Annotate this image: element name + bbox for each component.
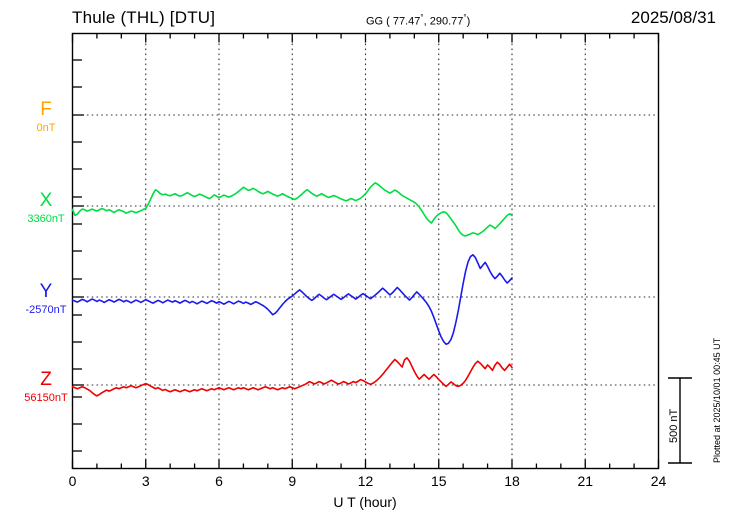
component-name-Y: Y — [39, 281, 53, 302]
data-traces — [71, 182, 513, 397]
x-tick-label-6: 6 — [215, 473, 223, 489]
x-tick-label-3: 3 — [141, 473, 150, 489]
x-tick-label-15: 15 — [430, 473, 447, 489]
y-axis-ticks — [72, 59, 84, 452]
page-title: Thule (THL) [DTU] — [72, 8, 216, 27]
component-label-Y: Y -2570nT — [14, 282, 78, 317]
component-value-Z: 56150nT — [24, 392, 68, 404]
trace-Z — [71, 357, 513, 397]
trace-Y — [71, 254, 513, 346]
observation-date: 2025/08/31 — [630, 8, 716, 27]
component-label-X: X 3360nT — [18, 191, 74, 226]
component-baselines — [72, 114, 659, 386]
component-value-X: 3360nT — [27, 213, 65, 225]
component-label-Z: Z 56150nT — [14, 370, 78, 405]
vertical-gridlines — [145, 33, 586, 469]
trace-X — [71, 182, 513, 237]
x-tick-label-0: 0 — [68, 473, 77, 489]
degree-symbol-lon: ° — [463, 13, 467, 22]
x-tick-label-18: 18 — [504, 473, 520, 489]
component-name-Z: Z — [40, 369, 52, 390]
x-tick-label-9: 9 — [288, 473, 297, 489]
component-name-F: F — [40, 99, 52, 120]
geographic-coordinates: GG ( 77.47°, 290.77°) — [366, 13, 470, 28]
component-value-Y: -2570nT — [25, 304, 67, 316]
geo-mid: , 290.77 — [423, 15, 464, 28]
x-axis-ticks — [71, 459, 660, 469]
plotted-at-caption: Plotted at 2025/10/01 00:45 UT — [712, 337, 722, 463]
x-axis-top-ticks — [71, 33, 660, 43]
geo-prefix: GG ( 77.47 — [366, 15, 421, 28]
degree-symbol-lat: ° — [420, 13, 424, 22]
x-tick-label-24: 24 — [650, 473, 667, 489]
geo-suffix: ) — [466, 15, 471, 28]
x-axis-label: U T (hour) — [333, 494, 397, 510]
component-label-F: F 0nT — [18, 100, 74, 135]
component-name-X: X — [39, 190, 53, 211]
x-tick-label-12: 12 — [357, 473, 374, 489]
component-value-F: 0nT — [36, 122, 56, 134]
scale-bar — [668, 377, 692, 464]
scale-bar-label: 500 nT — [668, 408, 680, 443]
x-tick-label-21: 21 — [577, 473, 594, 489]
